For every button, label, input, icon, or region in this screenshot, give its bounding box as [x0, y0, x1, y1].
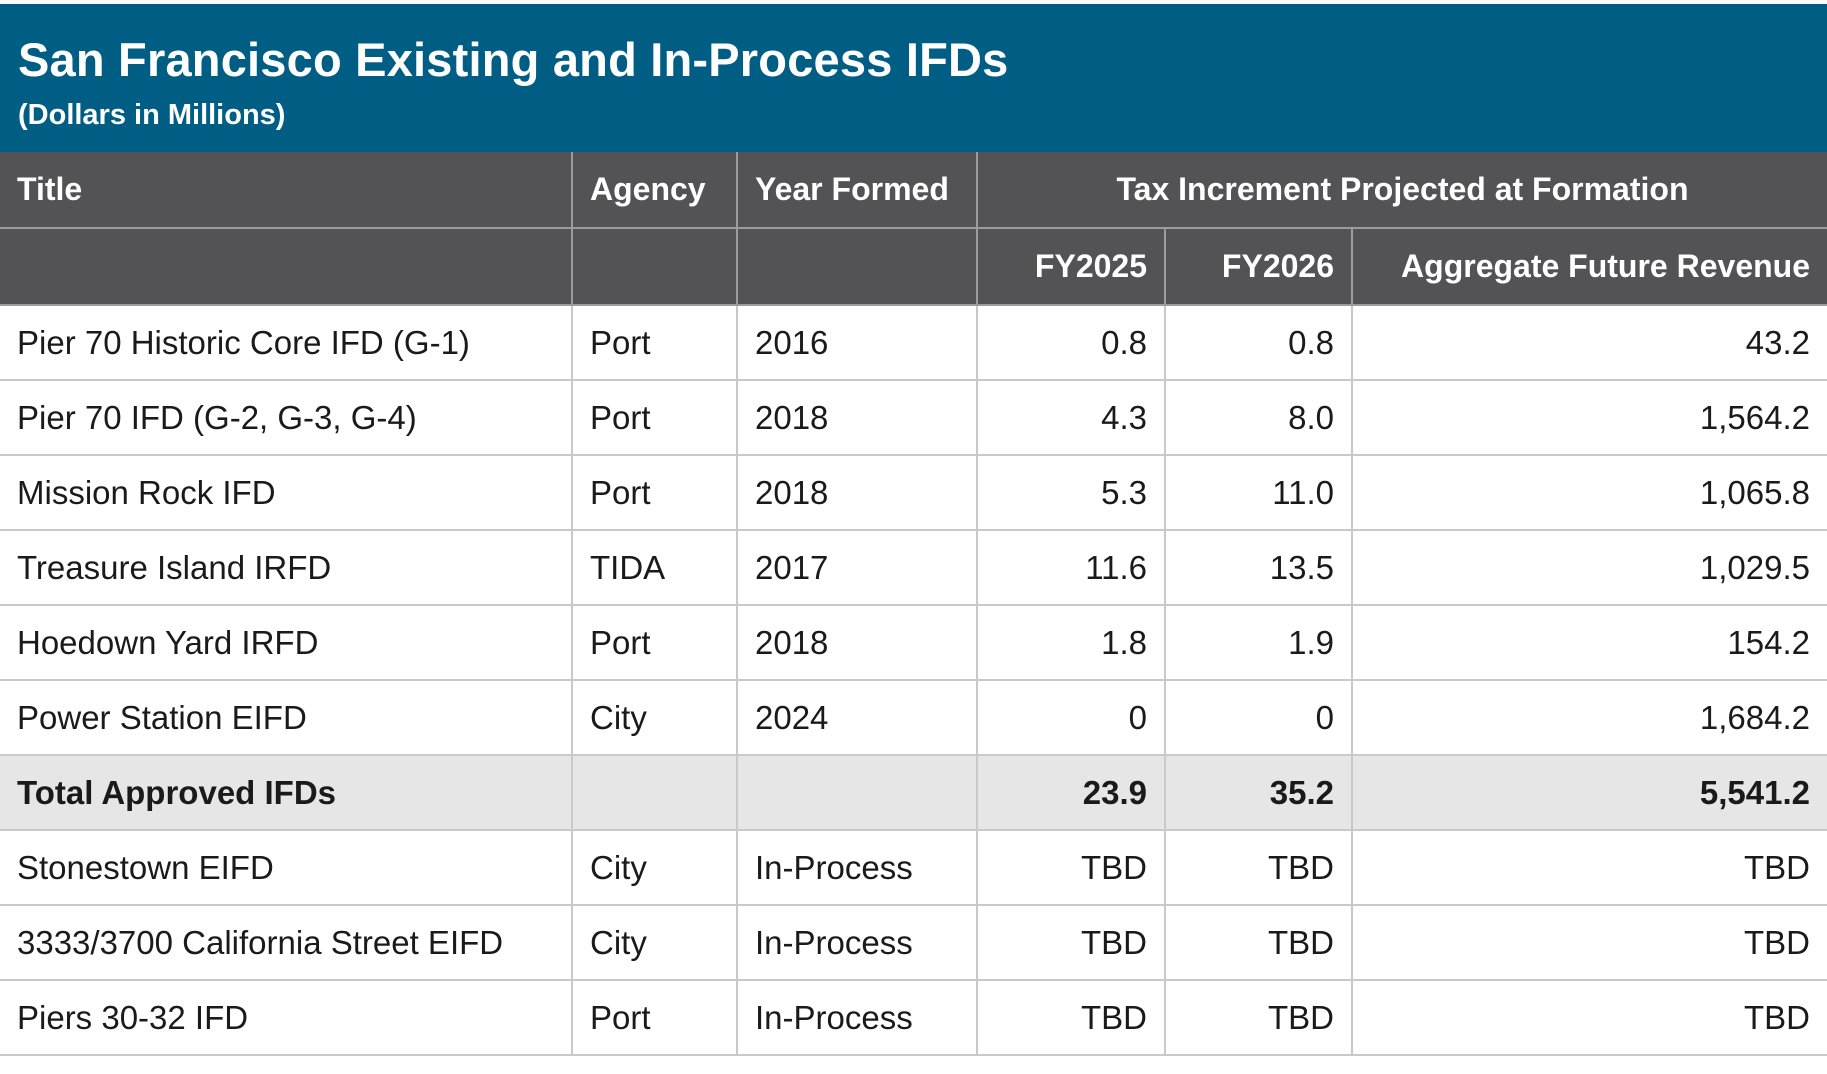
table-row: Mission Rock IFD Port 2018 5.3 11.0 1,06… [0, 454, 1827, 531]
cell-aggregate: 154.2 [1351, 604, 1827, 681]
cell-fy2025: 4.3 [976, 379, 1166, 456]
subheader-blank [736, 228, 978, 306]
table-row: Stonestown EIFD City In-Process TBD TBD … [0, 829, 1827, 906]
cell-year-formed: In-Process [736, 829, 978, 906]
total-fy2026: 35.2 [1164, 754, 1353, 831]
title-banner: San Francisco Existing and In-Process IF… [0, 4, 1827, 152]
cell-aggregate: TBD [1351, 829, 1827, 906]
cell-fy2025: 11.6 [976, 529, 1166, 606]
table-subtitle: (Dollars in Millions) [18, 99, 286, 131]
table-row: Power Station EIFD City 2024 0 0 1,684.2 [0, 679, 1827, 756]
table-row: Piers 30-32 IFD Port In-Process TBD TBD … [0, 979, 1827, 1056]
ifd-table-figure: San Francisco Existing and In-Process IF… [0, 4, 1827, 1056]
cell-title: Mission Rock IFD [0, 454, 573, 531]
total-fy2025: 23.9 [976, 754, 1166, 831]
cell-year-formed: In-Process [736, 904, 978, 981]
cell-year-formed: 2016 [736, 304, 978, 381]
cell-fy2026: 0 [1164, 679, 1353, 756]
cell-aggregate: 1,564.2 [1351, 379, 1827, 456]
cell-fy2025: TBD [976, 979, 1166, 1056]
cell-agency: TIDA [571, 529, 738, 606]
cell-year-formed: 2017 [736, 529, 978, 606]
table-row: Hoedown Yard IRFD Port 2018 1.8 1.9 154.… [0, 604, 1827, 681]
subheader-row: FY2025 FY2026 Aggregate Future Revenue [0, 228, 1827, 306]
cell-year-formed: 2018 [736, 604, 978, 681]
header-aggregate-future-revenue: Aggregate Future Revenue [1351, 228, 1827, 306]
cell-agency: City [571, 904, 738, 981]
header-row: Title Agency Year Formed Tax Increment P… [0, 152, 1827, 229]
cell-fy2026: 11.0 [1164, 454, 1353, 531]
cell-agency: Port [571, 979, 738, 1056]
header-title: Title [0, 152, 573, 229]
cell-fy2025: TBD [976, 829, 1166, 906]
table-row: Pier 70 IFD (G-2, G-3, G-4) Port 2018 4.… [0, 379, 1827, 456]
table-row: Pier 70 Historic Core IFD (G-1) Port 201… [0, 304, 1827, 381]
cell-aggregate: 1,684.2 [1351, 679, 1827, 756]
subheader-blank [571, 228, 738, 306]
total-row: Total Approved IFDs 23.9 35.2 5,541.2 [0, 754, 1827, 831]
cell-aggregate: 43.2 [1351, 304, 1827, 381]
cell-agency: Port [571, 379, 738, 456]
subheader-blank [0, 228, 573, 306]
table-title: San Francisco Existing and In-Process IF… [18, 33, 1009, 86]
table-row: 3333/3700 California Street EIFD City In… [0, 904, 1827, 981]
cell-agency: Port [571, 454, 738, 531]
table-row: Treasure Island IRFD TIDA 2017 11.6 13.5… [0, 529, 1827, 606]
cell-fy2025: 0 [976, 679, 1166, 756]
cell-fy2026: 1.9 [1164, 604, 1353, 681]
cell-fy2026: 8.0 [1164, 379, 1353, 456]
cell-title: Pier 70 IFD (G-2, G-3, G-4) [0, 379, 573, 456]
cell-fy2026: 13.5 [1164, 529, 1353, 606]
header-fy2025: FY2025 [976, 228, 1166, 306]
cell-aggregate: TBD [1351, 904, 1827, 981]
cell-year-formed: In-Process [736, 979, 978, 1056]
header-tax-increment-group: Tax Increment Projected at Formation [976, 152, 1827, 229]
total-aggregate: 5,541.2 [1351, 754, 1827, 831]
cell-agency: Port [571, 604, 738, 681]
cell-agency: City [571, 829, 738, 906]
cell-fy2026: 0.8 [1164, 304, 1353, 381]
cell-fy2026: TBD [1164, 829, 1353, 906]
cell-fy2025: 0.8 [976, 304, 1166, 381]
cell-aggregate: TBD [1351, 979, 1827, 1056]
header-fy2026: FY2026 [1164, 228, 1353, 306]
total-year-formed [736, 754, 978, 831]
cell-title: Pier 70 Historic Core IFD (G-1) [0, 304, 573, 381]
cell-agency: Port [571, 304, 738, 381]
cell-fy2025: 1.8 [976, 604, 1166, 681]
cell-title: 3333/3700 California Street EIFD [0, 904, 573, 981]
cell-aggregate: 1,065.8 [1351, 454, 1827, 531]
cell-year-formed: 2024 [736, 679, 978, 756]
cell-title: Power Station EIFD [0, 679, 573, 756]
cell-fy2026: TBD [1164, 904, 1353, 981]
cell-fy2025: TBD [976, 904, 1166, 981]
total-agency [571, 754, 738, 831]
table-body: Pier 70 Historic Core IFD (G-1) Port 201… [0, 304, 1827, 1056]
cell-agency: City [571, 679, 738, 756]
header-year-formed: Year Formed [736, 152, 978, 229]
cell-year-formed: 2018 [736, 454, 978, 531]
cell-title: Hoedown Yard IRFD [0, 604, 573, 681]
cell-fy2025: 5.3 [976, 454, 1166, 531]
ifd-table: Title Agency Year Formed Tax Increment P… [0, 152, 1827, 1056]
total-label: Total Approved IFDs [0, 754, 573, 831]
cell-title: Stonestown EIFD [0, 829, 573, 906]
cell-year-formed: 2018 [736, 379, 978, 456]
cell-title: Treasure Island IRFD [0, 529, 573, 606]
cell-fy2026: TBD [1164, 979, 1353, 1056]
cell-aggregate: 1,029.5 [1351, 529, 1827, 606]
header-agency: Agency [571, 152, 738, 229]
cell-title: Piers 30-32 IFD [0, 979, 573, 1056]
